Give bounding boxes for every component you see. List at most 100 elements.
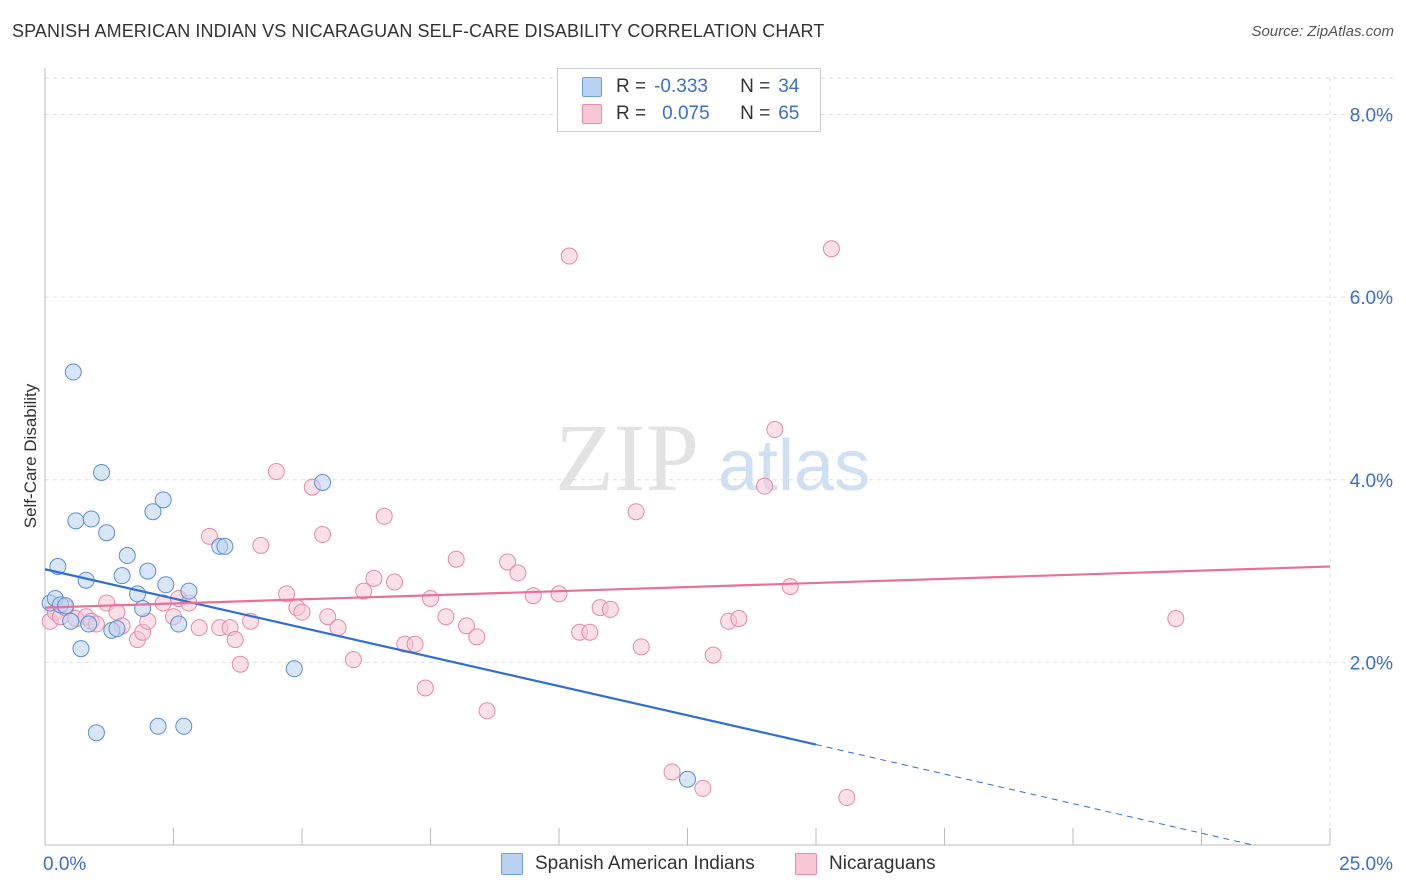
legend-n-label: N = <box>740 76 771 97</box>
data-point <box>157 576 175 594</box>
bottom-legend-label-pink: Nicaraguans <box>829 853 936 874</box>
bottom-legend-pink: Nicaraguans <box>795 852 936 876</box>
legend-r-label: R = <box>616 103 647 124</box>
data-point <box>365 569 383 587</box>
data-point <box>838 789 856 807</box>
data-point <box>180 582 198 600</box>
data-point <box>108 620 126 638</box>
data-point <box>175 717 193 735</box>
y-tick-label: 4.0% <box>1350 471 1393 492</box>
data-point <box>416 679 434 697</box>
y-tick-label: 6.0% <box>1350 288 1393 309</box>
watermark-atlas: atlas <box>718 426 870 506</box>
data-point <box>72 640 90 658</box>
trend-line-blue-extension <box>815 744 1254 846</box>
legend-row-pink: R = 0.075 N = 65 <box>582 101 799 127</box>
legend-r-value: -0.333 <box>654 76 708 97</box>
data-point <box>118 547 136 565</box>
data-point <box>170 615 188 633</box>
data-point <box>190 619 208 637</box>
data-point <box>581 623 599 641</box>
data-point <box>252 537 270 555</box>
data-point <box>355 582 373 600</box>
legend-n-value: 34 <box>778 76 800 97</box>
legend-row-blue: R = -0.333 N = 34 <box>582 74 799 100</box>
data-point <box>285 660 303 678</box>
data-point <box>663 763 681 781</box>
data-point <box>87 724 105 742</box>
data-point <box>293 603 311 621</box>
data-point <box>64 363 82 381</box>
data-point <box>93 463 111 481</box>
data-point <box>134 600 152 618</box>
legend-r-value: 0.075 <box>662 103 710 124</box>
data-point <box>509 564 527 582</box>
data-point <box>406 635 424 653</box>
legend-swatch-blue <box>582 77 602 97</box>
data-point <box>468 628 486 646</box>
correlation-legend: R = -0.333 N = 34 R = 0.075 N = 65 <box>557 68 821 132</box>
data-point <box>267 463 285 481</box>
bottom-legend-blue: Spanish American Indians <box>501 852 755 876</box>
data-point <box>314 526 332 544</box>
data-point <box>704 646 722 664</box>
data-point <box>632 638 650 656</box>
tick-labels: 2.0% 4.0% 6.0% 8.0% 0.0% 25.0% <box>43 106 1393 875</box>
data-point <box>627 503 645 521</box>
data-point <box>694 779 712 797</box>
watermark: ZIP atlas <box>555 404 870 511</box>
legend-n-label: N = <box>740 103 771 124</box>
data-point <box>231 655 249 673</box>
data-point <box>550 585 568 603</box>
data-point <box>457 617 475 635</box>
data-point <box>524 587 542 605</box>
series-nicaraguans <box>41 240 1185 807</box>
data-point <box>478 702 496 720</box>
data-point <box>766 421 784 439</box>
data-point <box>730 610 748 628</box>
data-point <box>139 562 157 580</box>
data-point <box>113 567 131 585</box>
x-tick-label-max: 25.0% <box>1339 854 1393 875</box>
data-point <box>499 553 517 571</box>
data-point <box>319 608 337 626</box>
y-axis-label: Self-Care Disability <box>21 383 40 528</box>
data-point <box>386 573 404 591</box>
data-point <box>756 477 774 495</box>
data-point <box>226 631 244 649</box>
data-point <box>67 512 85 530</box>
data-point <box>144 503 162 521</box>
y-tick-label: 8.0% <box>1350 106 1393 127</box>
data-point <box>200 527 218 545</box>
axes <box>44 68 1331 846</box>
data-point <box>422 589 439 607</box>
data-point <box>822 240 840 258</box>
watermark-zip: ZIP <box>555 404 699 511</box>
data-point <box>437 608 455 626</box>
y-tick-label: 2.0% <box>1350 653 1393 674</box>
data-point <box>447 550 465 568</box>
data-point <box>62 612 80 630</box>
legend-r-label: R = <box>616 76 647 97</box>
data-point <box>149 717 167 735</box>
data-point <box>781 578 799 596</box>
data-point <box>314 474 332 492</box>
data-point <box>154 491 172 509</box>
data-point <box>1167 610 1185 628</box>
chart-title: SPANISH AMERICAN INDIAN VS NICARAGUAN SE… <box>12 21 825 41</box>
data-point <box>216 537 234 555</box>
bottom-legend-label-blue: Spanish American Indians <box>535 853 755 874</box>
legend-swatch-pink <box>582 104 602 124</box>
trend-line-pink <box>44 565 1331 609</box>
data-point <box>375 507 393 525</box>
legend-n-value: 65 <box>778 103 800 124</box>
trend-line-blue <box>44 568 817 746</box>
bottom-legend-swatch-blue <box>501 853 523 875</box>
bottom-legend-swatch-pink <box>795 853 817 875</box>
data-point <box>344 651 362 669</box>
data-point <box>98 524 116 542</box>
data-point <box>82 510 100 528</box>
data-point <box>80 615 98 633</box>
series-spanish-american-indians <box>41 363 696 788</box>
